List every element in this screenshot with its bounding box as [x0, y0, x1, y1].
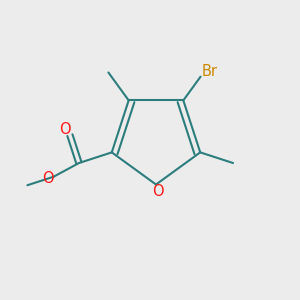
Text: O: O — [42, 171, 53, 186]
Text: Br: Br — [202, 64, 218, 79]
Text: O: O — [60, 122, 71, 137]
Text: O: O — [152, 184, 163, 199]
